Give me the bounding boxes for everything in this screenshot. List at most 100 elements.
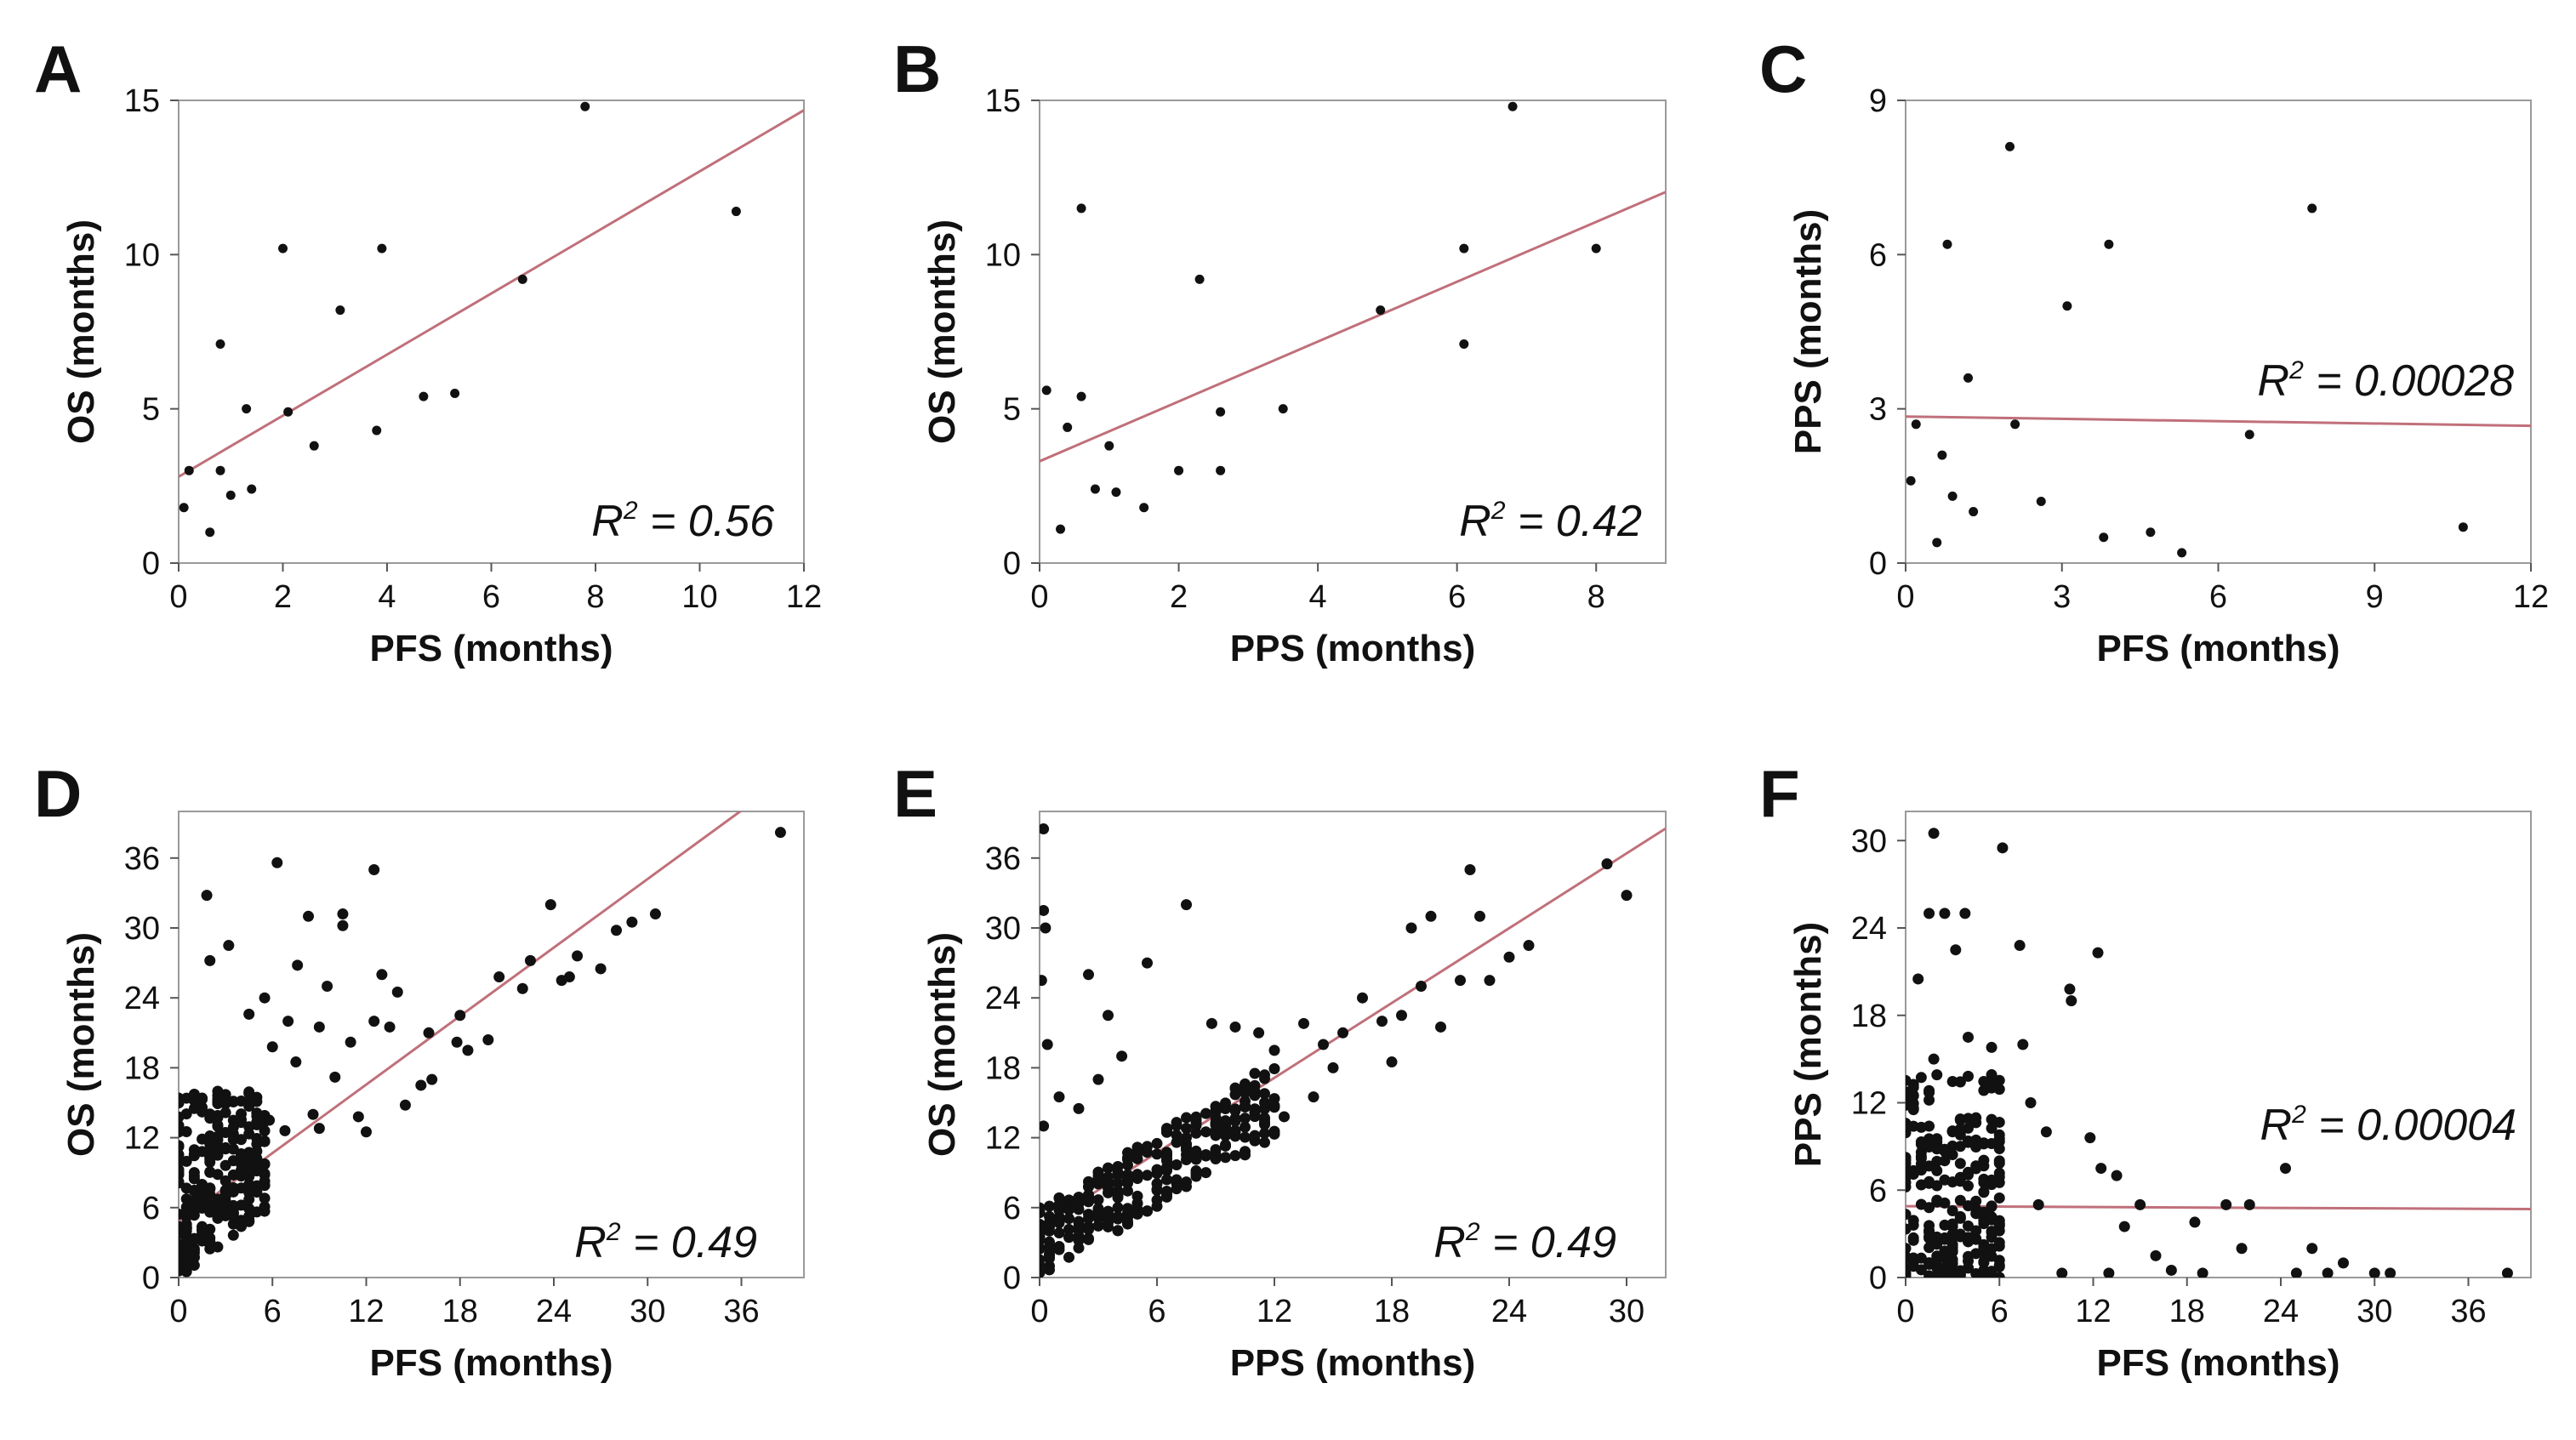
panel-e: E 0 6 12 18 24 30 0 6 12 18 24 30 36 PPS (months) OS (m… (893, 756, 1667, 1384)
data-point (1161, 1124, 1172, 1136)
data-point (1112, 1185, 1124, 1197)
data-point (1337, 1027, 1348, 1039)
data-point (197, 1106, 208, 1118)
data-point (1229, 1021, 1241, 1033)
data-point (2501, 1267, 2513, 1278)
data-point (1923, 1175, 1935, 1187)
r-squared-label: R2 = 0.56 (591, 497, 774, 546)
data-point (1993, 1143, 2005, 1155)
y-tick-label: 24 (1851, 911, 1887, 947)
data-point (563, 971, 575, 983)
data-point (282, 1016, 294, 1027)
data-point (251, 1206, 263, 1218)
data-point (212, 1120, 224, 1132)
x-axis-label: PFS (months) (370, 1342, 613, 1384)
data-point (236, 1199, 247, 1211)
y-axis-label: OS (months) (60, 932, 102, 1157)
data-point (264, 1114, 276, 1126)
y-tick-label: 15 (985, 83, 1021, 119)
data-point (1907, 1219, 1919, 1231)
data-point (1396, 1010, 1407, 1022)
data-point (482, 1034, 494, 1046)
data-point (1083, 1222, 1094, 1234)
data-point (1063, 1223, 1074, 1235)
data-point (1928, 828, 1940, 840)
data-point (1993, 1129, 2005, 1141)
data-point (1112, 1202, 1124, 1214)
data-point (259, 1124, 271, 1136)
data-point (1240, 1149, 1251, 1161)
data-point (1240, 1081, 1251, 1093)
data-point (212, 1241, 224, 1253)
data-point (1591, 243, 1601, 253)
data-point (1044, 1236, 1055, 1248)
data-point (215, 465, 225, 475)
data-point (1969, 507, 1979, 517)
data-point (1978, 1186, 1990, 1198)
data-point (454, 1010, 466, 1022)
y-axis-label: OS (months) (921, 219, 963, 444)
x-axis-label: PPS (months) (1230, 628, 1475, 669)
data-point (1053, 1227, 1065, 1239)
data-point (243, 1121, 255, 1133)
data-point (266, 1041, 278, 1053)
data-point (2322, 1267, 2334, 1278)
data-point (626, 916, 638, 928)
x-tick-label: 0 (1896, 579, 1914, 615)
data-point (2099, 532, 2109, 543)
x-tick-label: 4 (1309, 579, 1327, 615)
x-tick-label: 4 (378, 579, 396, 615)
data-point (1122, 1153, 1133, 1165)
data-point (1986, 1082, 1998, 1094)
data-point (1040, 975, 1047, 987)
data-point (2092, 947, 2104, 959)
data-point (1954, 1265, 1966, 1277)
data-point (1142, 957, 1153, 969)
data-point (219, 1175, 231, 1187)
data-point (335, 305, 345, 316)
data-point (2104, 239, 2114, 249)
panel-d: D 0 6 12 18 24 30 36 0 6 12 18 24 30 36 PFS (months) OS … (34, 756, 805, 1384)
r-squared-value: = 0.00028 (2304, 356, 2514, 406)
data-point (1906, 1252, 1912, 1264)
data-point (1171, 1175, 1183, 1187)
data-point (243, 1087, 255, 1099)
data-point (1459, 243, 1469, 253)
data-point (2243, 1198, 2255, 1210)
data-point (1308, 1091, 1319, 1103)
data-point (1931, 1253, 1943, 1265)
data-point (1978, 1255, 1990, 1267)
data-point (1268, 1044, 1280, 1056)
x-tick-label: 24 (2263, 1294, 2299, 1329)
data-point (1906, 1272, 1912, 1278)
data-point (1104, 441, 1114, 451)
data-point (1073, 1102, 1085, 1114)
data-point (1970, 1112, 1982, 1124)
x-tick-label: 0 (1030, 579, 1048, 615)
r-squared-value: = 0.49 (1480, 1218, 1616, 1267)
data-point (1181, 899, 1192, 911)
data-point (2306, 1243, 2318, 1255)
plot-frame (1905, 811, 2532, 1278)
data-point (1253, 1027, 1265, 1039)
data-point (1151, 1137, 1163, 1149)
x-tick-label: 0 (1030, 1294, 1048, 1329)
data-point (1259, 1127, 1270, 1139)
data-point (1298, 1017, 1309, 1029)
y-tick-label: 12 (1851, 1086, 1887, 1122)
data-point (1923, 1141, 1935, 1153)
data-point (1931, 1231, 1943, 1243)
data-point (1997, 842, 2009, 854)
data-point (2025, 1097, 2037, 1108)
data-point (1181, 1181, 1192, 1192)
data-point (2307, 203, 2317, 213)
data-point (1259, 1088, 1270, 1100)
data-point (243, 1215, 255, 1227)
data-point (580, 101, 590, 111)
data-point (236, 1149, 247, 1161)
data-point (1915, 1252, 1927, 1264)
data-point (1229, 1150, 1241, 1162)
data-point (188, 1209, 200, 1221)
data-point (259, 1168, 271, 1180)
